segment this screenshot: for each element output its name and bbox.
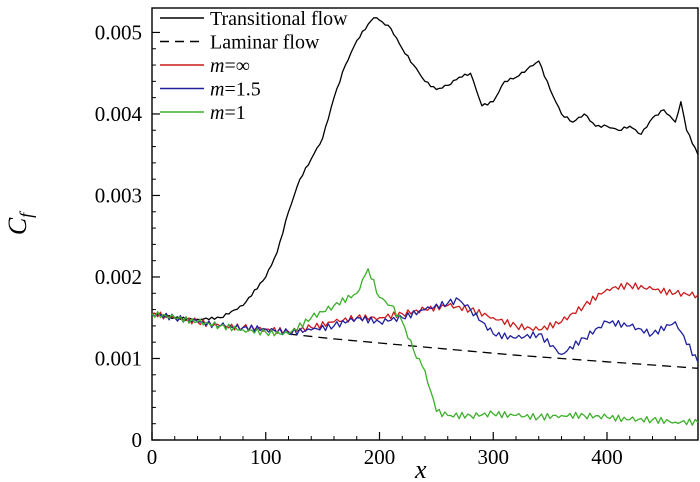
legend-italic-prefix: m (210, 55, 224, 77)
x-tick-label: 100 (250, 445, 282, 469)
legend-italic-prefix: m (210, 102, 224, 124)
y-tick-label: 0.002 (95, 265, 142, 289)
y-tick-label: 0.004 (95, 102, 143, 126)
legend-text-body: =∞ (224, 55, 250, 77)
y-axis-label: Cf (3, 210, 36, 235)
series-line-1 (288, 333, 699, 369)
legend-label-1: Laminar flow (210, 32, 320, 54)
legend-italic-prefix: m (210, 79, 224, 101)
legend-label-4: m=1 (210, 102, 246, 124)
x-tick-label: 300 (478, 445, 510, 469)
y-tick-label: 0.003 (95, 183, 142, 207)
legend-text-body: Transitional flow (210, 8, 348, 30)
legend-label-0: Transitional flow (210, 8, 348, 30)
legend-text-body: =1.5 (224, 79, 260, 101)
series-layer (151, 17, 699, 426)
tick-layer: 0 100 200 300 400 0 0.001 0.002 0.003 0.004 0.005 (95, 20, 699, 469)
legend-text-body: =1 (224, 102, 245, 124)
y-tick-label: 0.005 (95, 20, 142, 44)
legend-label-3: m=1.5 (210, 79, 261, 101)
x-axis-label: x (414, 455, 427, 482)
series-line-4 (151, 268, 699, 426)
x-tick-label: 0 (147, 445, 158, 469)
y-tick-label: 0.001 (95, 346, 142, 370)
y-axis-label-subscript: f (16, 210, 36, 218)
series-line-3 (151, 297, 699, 363)
x-tick-label: 400 (591, 445, 623, 469)
x-tick-label: 200 (364, 445, 396, 469)
series-line-0 (151, 17, 699, 321)
legend-label-2: m=∞ (210, 55, 250, 77)
y-axis-label-main: C (3, 217, 32, 235)
y-tick-label: 0 (132, 428, 143, 452)
legend-text-body: Laminar flow (210, 32, 320, 54)
